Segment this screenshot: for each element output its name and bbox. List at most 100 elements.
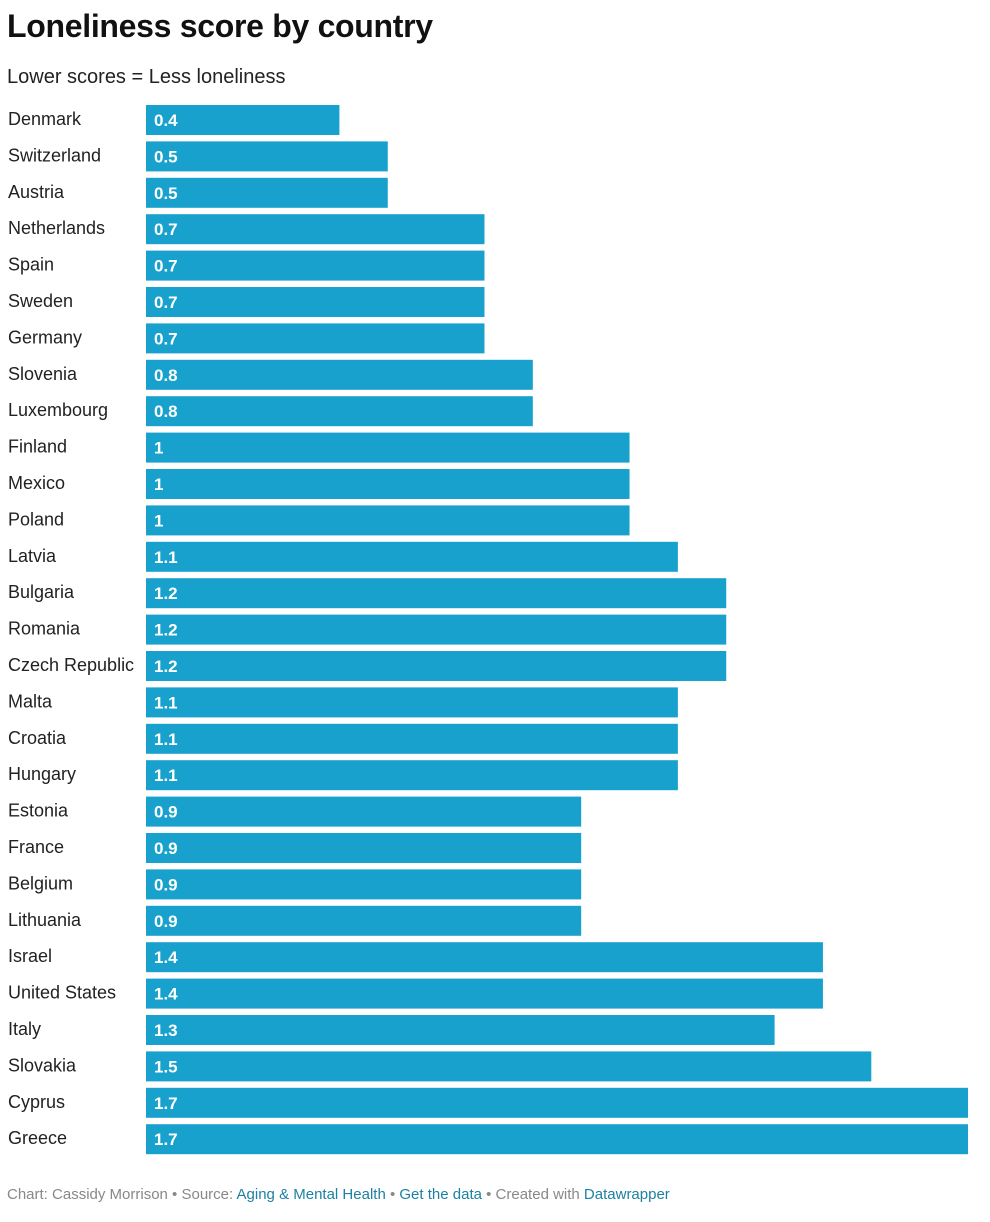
bar — [146, 651, 727, 681]
bar-value-label: 0.7 — [154, 329, 178, 348]
source-link[interactable]: Aging & Mental Health — [236, 1186, 386, 1203]
bar-value-label: 1.1 — [154, 548, 178, 567]
bar-value-label: 1.1 — [154, 730, 178, 749]
bar — [146, 1087, 968, 1118]
bar — [146, 177, 388, 208]
bar-value-label: 1 — [154, 475, 163, 494]
bar — [146, 833, 582, 863]
bar-value-label: 0.9 — [154, 803, 178, 822]
bar-value-label: 0.8 — [154, 402, 178, 421]
bar — [146, 287, 485, 317]
bar-value-label: 0.7 — [154, 293, 178, 312]
bar-chart: Denmark 0.4 Switzerland 0.5 Austria 0.5 Nether… — [8, 105, 968, 1155]
category-label: Bulgaria — [8, 582, 75, 602]
bar — [146, 250, 485, 281]
bar-value-label: 0.7 — [154, 220, 178, 239]
bar — [146, 905, 582, 936]
bar — [146, 359, 533, 390]
bar — [146, 942, 823, 973]
datawrapper-link[interactable]: Datawrapper — [583, 1186, 670, 1203]
bar — [146, 614, 727, 645]
bar — [146, 1015, 775, 1045]
bar-value-label: 1 — [154, 439, 163, 458]
bar — [146, 578, 727, 609]
bar — [146, 1124, 968, 1155]
category-label: Spain — [8, 255, 54, 275]
bar-value-label: 0.8 — [154, 366, 178, 385]
category-label: Sweden — [8, 291, 73, 311]
category-label: Slovenia — [8, 364, 78, 384]
footer-separator: • — [385, 1186, 400, 1203]
get-the-data-link[interactable]: Get the data — [399, 1186, 482, 1203]
chart-title: Loneliness score by country — [7, 8, 433, 44]
bar — [146, 432, 630, 463]
bar — [146, 796, 582, 827]
bar-value-label: 0.9 — [154, 912, 178, 931]
category-label: France — [8, 837, 64, 857]
bar-value-label: 1.2 — [154, 657, 178, 676]
category-label: Croatia — [8, 728, 67, 748]
bar — [146, 214, 485, 245]
footer-separator: • — [481, 1186, 496, 1203]
bar-value-label: 0.9 — [154, 839, 178, 858]
bar-value-label: 1.3 — [154, 1021, 178, 1040]
chart-subtitle: Lower scores = Less loneliness — [7, 66, 286, 88]
bar-value-label: 0.5 — [154, 147, 178, 166]
category-label: Romania — [8, 619, 81, 639]
category-label: Germany — [8, 327, 82, 347]
source-prefix: Source: — [181, 1186, 237, 1203]
bar-value-label: 1.1 — [154, 693, 178, 712]
category-label: Poland — [8, 509, 64, 529]
category-label: Finland — [8, 437, 67, 457]
bar — [146, 1051, 872, 1082]
created-with-prefix: Created with — [495, 1186, 584, 1203]
bar-value-label: 1.2 — [154, 621, 178, 640]
bar-value-label: 1.2 — [154, 584, 178, 603]
bar — [146, 723, 678, 754]
category-label: Malta — [8, 691, 53, 711]
category-label: Slovakia — [8, 1055, 77, 1075]
category-label: Estonia — [8, 801, 69, 821]
bar — [146, 541, 678, 572]
category-label: Lithuania — [8, 910, 82, 930]
bar-value-label: 0.7 — [154, 257, 178, 276]
category-label: United States — [8, 983, 116, 1003]
category-label: Greece — [8, 1128, 67, 1148]
bar-value-label: 0.9 — [154, 875, 178, 894]
bar — [146, 105, 340, 135]
category-label: Czech Republic — [8, 655, 134, 675]
bar — [146, 505, 630, 536]
category-label: Latvia — [8, 546, 57, 566]
footer-separator: • — [167, 1186, 182, 1203]
category-label: Italy — [8, 1019, 41, 1039]
bar-value-label: 1.5 — [154, 1057, 178, 1076]
bar — [146, 141, 388, 172]
category-label: Austria — [8, 182, 65, 202]
category-label: Cyprus — [8, 1092, 65, 1112]
bar — [146, 323, 485, 354]
bar — [146, 869, 582, 900]
bar-value-label: 0.5 — [154, 184, 178, 203]
category-label: Mexico — [8, 473, 65, 493]
bar-value-label: 1.7 — [154, 1130, 178, 1149]
bar-value-label: 1 — [154, 511, 163, 530]
bar — [146, 687, 678, 718]
bar — [146, 469, 630, 499]
bar — [146, 396, 533, 427]
bar-value-label: 1.7 — [154, 1094, 178, 1113]
category-label: Netherlands — [8, 218, 105, 238]
bar-value-label: 0.4 — [154, 111, 178, 130]
category-label: Denmark — [8, 109, 82, 129]
bar — [146, 760, 678, 791]
category-label: Israel — [8, 946, 52, 966]
category-label: Switzerland — [8, 145, 101, 165]
chart-footer: Chart: Cassidy Morrison • Source: Aging … — [7, 1186, 670, 1203]
bar-value-label: 1.4 — [154, 985, 178, 1004]
category-label: Hungary — [8, 764, 76, 784]
category-label: Belgium — [8, 873, 73, 893]
bar — [146, 978, 823, 1009]
chart-credit: Chart: Cassidy Morrison — [7, 1186, 168, 1203]
bar-value-label: 1.1 — [154, 766, 178, 785]
bar-value-label: 1.4 — [154, 948, 178, 967]
category-label: Luxembourg — [8, 400, 108, 420]
